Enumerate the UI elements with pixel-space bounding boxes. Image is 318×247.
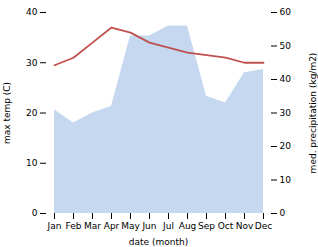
svg-text:Feb: Feb: [66, 221, 82, 231]
svg-text:med. precipitation (kg/m2): med. precipitation (kg/m2): [308, 53, 318, 174]
svg-text:Jan: Jan: [47, 221, 62, 231]
svg-text:30: 30: [280, 108, 292, 118]
svg-text:date (month): date (month): [129, 237, 188, 247]
svg-text:May: May: [121, 221, 140, 231]
svg-text:60: 60: [280, 7, 292, 17]
svg-text:10: 10: [26, 158, 38, 168]
svg-text:0: 0: [280, 208, 286, 218]
svg-text:Nov: Nov: [236, 221, 254, 231]
svg-text:40: 40: [26, 7, 38, 17]
svg-text:30: 30: [26, 58, 38, 68]
svg-text:Mar: Mar: [84, 221, 101, 231]
svg-text:Apr: Apr: [104, 221, 120, 231]
svg-text:0: 0: [32, 208, 38, 218]
svg-text:Oct: Oct: [218, 221, 234, 231]
svg-text:Aug: Aug: [179, 221, 197, 231]
svg-text:Dec: Dec: [255, 221, 272, 231]
svg-text:Sep: Sep: [198, 221, 215, 231]
svg-text:40: 40: [280, 74, 292, 84]
svg-text:20: 20: [26, 108, 38, 118]
svg-text:50: 50: [280, 41, 292, 51]
svg-text:max temp (C): max temp (C): [2, 82, 12, 144]
svg-text:Jul: Jul: [162, 221, 174, 231]
svg-text:Jun: Jun: [141, 221, 156, 231]
svg-text:10: 10: [280, 175, 292, 185]
svg-text:20: 20: [280, 141, 292, 151]
